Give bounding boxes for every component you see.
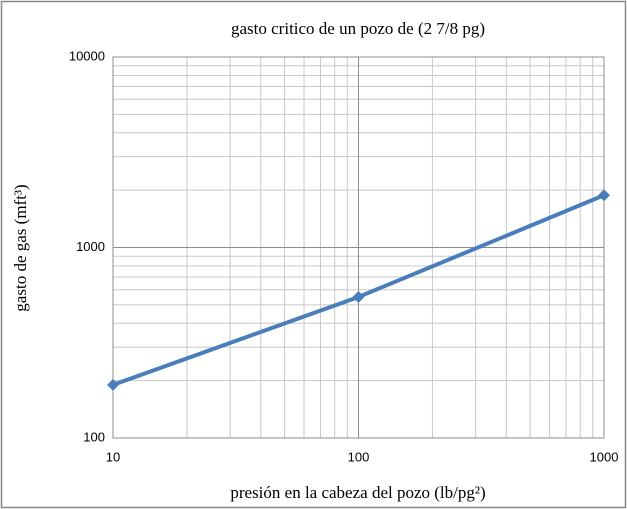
x-axis-label: presión en la cabeza del pozo (lb/pg²) [230,483,485,502]
chart-title: gasto critico de un pozo de (2 7/8 pg) [231,19,485,38]
y-tick-label: 1000 [76,239,105,254]
y-tick-label: 100 [83,429,105,444]
x-tick-label: 10 [106,449,120,464]
data-point [598,189,610,202]
x-tick-label: 1000 [590,449,619,464]
x-tick-label: 100 [348,449,370,464]
y-tick-label: 10000 [69,48,105,63]
data-point [107,378,119,391]
plot-area-border [112,56,605,439]
data-point [352,290,365,303]
y-axis-label: gasto de gas (mft³) [11,184,30,311]
